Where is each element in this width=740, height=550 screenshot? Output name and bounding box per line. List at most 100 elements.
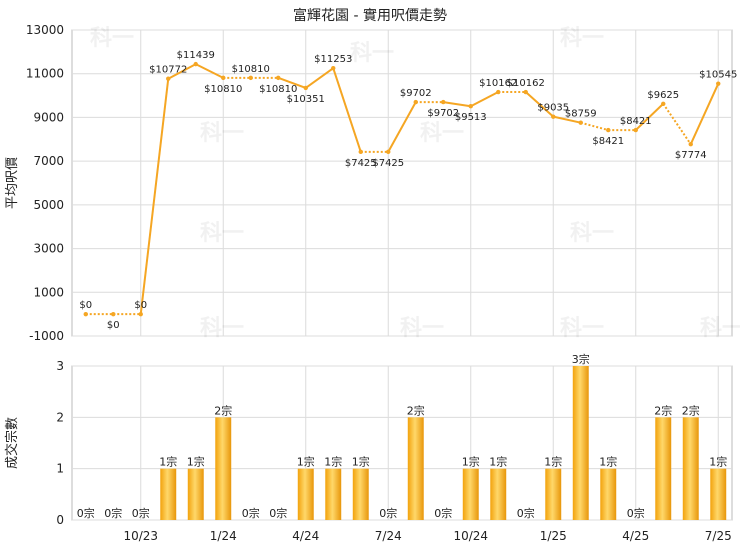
price-point (276, 75, 281, 81)
volume-y-axis: 0 1 2 3 (56, 359, 64, 527)
volume-bar (297, 468, 314, 520)
price-point (358, 149, 363, 155)
watermark-text: 科一 (700, 316, 740, 341)
volume-bar (352, 468, 369, 520)
x-tick-label: 10/24 (453, 529, 488, 543)
watermark-text: 科一 (560, 26, 604, 51)
volume-data-label: 3宗 (572, 352, 590, 366)
price-y-tick-label: 13000 (26, 23, 64, 37)
price-data-label: $8421 (592, 136, 624, 147)
volume-bar (572, 366, 589, 520)
price-line-segment (525, 91, 554, 118)
price-data-label: $11253 (314, 54, 352, 65)
price-point (303, 85, 308, 91)
price-data-labels: $0$0$0$10772$11439$10810$10810$10810$103… (79, 50, 737, 331)
volume-bar (325, 468, 342, 520)
price-point (496, 89, 501, 95)
watermark-text: 科一 (90, 26, 134, 51)
watermark-text: 科一 (560, 316, 604, 341)
x-tick-label: 1/24 (210, 529, 237, 543)
price-line-segment (387, 101, 417, 153)
x-tick-label: 4/25 (622, 529, 649, 543)
price-point (111, 311, 116, 317)
volume-bar (490, 468, 507, 520)
price-line-segment (662, 103, 692, 145)
price-line-segment (635, 103, 664, 131)
watermark-text: 科一 (570, 221, 614, 246)
price-data-label: $7425 (345, 158, 377, 169)
volume-data-label: 2宗 (214, 403, 232, 417)
volume-data-label: 2宗 (654, 403, 672, 417)
volume-data-label: 1宗 (489, 455, 507, 469)
price-data-label: $8421 (620, 116, 652, 127)
price-point (661, 101, 666, 106)
price-data-label: $10810 (204, 84, 242, 95)
price-point (331, 65, 336, 71)
price-y-tick-label: 9000 (33, 110, 64, 124)
price-data-label: $10545 (699, 70, 737, 81)
volume-data-labels: 0宗 0宗 0宗 1宗 1宗 2宗 0宗 0宗 1宗 1宗 1宗 0宗 2宗 0宗 1宗 1宗 0宗 1宗 3宗 1宗… (77, 352, 728, 520)
price-point (468, 104, 473, 109)
watermark-text: 科一 (200, 121, 244, 146)
volume-y-axis-title: 成交宗數 (4, 417, 20, 469)
volume-y-tick-label: 2 (56, 410, 64, 424)
price-data-label: $7425 (372, 158, 404, 169)
price-line-segment (332, 67, 362, 153)
price-data-label: $10810 (232, 64, 270, 75)
price-data-label: $7774 (675, 150, 707, 161)
price-line-segment (139, 78, 170, 315)
price-data-label: $9625 (647, 90, 679, 101)
x-tick-label: 1/25 (540, 529, 567, 543)
volume-bar (187, 468, 204, 520)
volume-data-label: 1宗 (187, 455, 205, 469)
price-y-tick-label: 11000 (26, 67, 64, 81)
chart-title: 富輝花園 - 實用呎價走勢 (293, 7, 447, 24)
price-plot-area (71, 29, 733, 337)
price-grid (72, 29, 732, 337)
price-y-tick-label: 5000 (33, 198, 64, 212)
volume-data-label: 0宗 (517, 506, 535, 520)
volume-bar (407, 417, 424, 520)
volume-data-label: 1宗 (159, 455, 177, 469)
watermark-text: 科一 (350, 41, 394, 66)
volume-data-label: 0宗 (434, 506, 452, 520)
volume-data-label: 0宗 (104, 506, 122, 520)
price-data-label: $10810 (259, 84, 297, 95)
price-line-segment (277, 76, 307, 89)
volume-data-label: 1宗 (544, 455, 562, 469)
x-tick-label: 7/24 (375, 529, 402, 543)
price-point (523, 89, 528, 95)
price-line-segment (470, 91, 499, 108)
volume-data-label: 0宗 (132, 506, 150, 520)
volume-grid (72, 365, 732, 521)
volume-bar (600, 468, 617, 520)
price-line-segment (443, 101, 471, 108)
volume-data-label: 0宗 (379, 506, 397, 520)
volume-data-label: 1宗 (709, 455, 727, 469)
price-point (578, 120, 583, 125)
price-data-label: $10351 (287, 94, 325, 105)
price-line-segment (167, 63, 197, 80)
volume-y-tick-label: 0 (56, 513, 64, 527)
price-y-tick-label: 3000 (33, 242, 64, 256)
x-axis: 10/23 1/24 4/24 7/24 10/24 1/25 4/25 7/25 (123, 529, 731, 543)
price-y-axis: -1000 1000 3000 5000 7000 9000 11000 13000 (26, 23, 64, 343)
volume-y-tick-label: 3 (56, 359, 64, 373)
volume-data-label: 1宗 (324, 455, 342, 469)
price-point (688, 142, 693, 147)
price-point (83, 311, 88, 317)
price-data-label: $11439 (177, 50, 215, 61)
volume-bar (682, 417, 699, 520)
volume-bar (655, 417, 672, 520)
volume-data-label: 1宗 (352, 455, 370, 469)
volume-y-tick-label: 1 (56, 462, 64, 476)
price-data-label: $0 (79, 300, 92, 311)
volume-plot-area (71, 365, 733, 521)
volume-bar (545, 468, 562, 520)
price-y-axis-title: 平均呎價 (5, 157, 20, 209)
volume-data-label: 1宗 (599, 455, 617, 469)
price-point (716, 81, 721, 86)
x-tick-label: 7/25 (705, 529, 732, 543)
volume-data-label: 0宗 (77, 506, 95, 520)
